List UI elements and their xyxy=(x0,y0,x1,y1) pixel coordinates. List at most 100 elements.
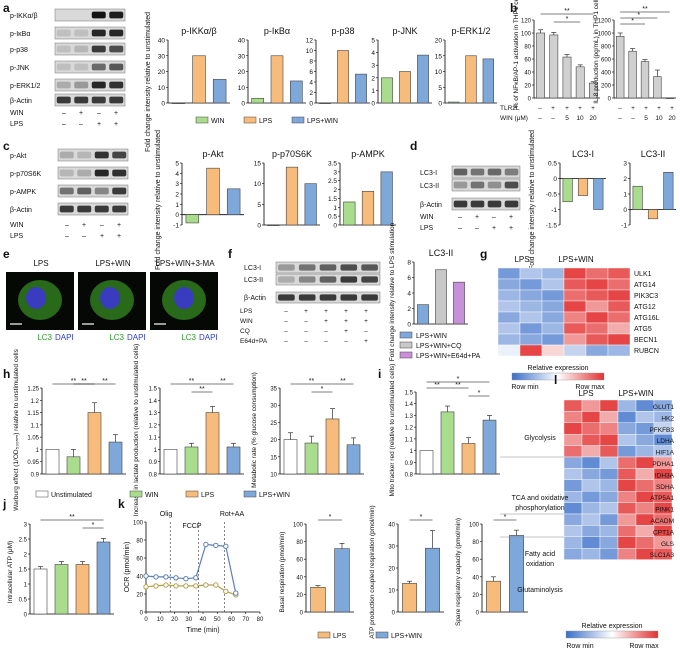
heatmap-cell xyxy=(635,411,655,423)
bar-win xyxy=(251,97,264,104)
y-tick-label: -0.5 xyxy=(546,192,558,199)
y-tick-label: 100 xyxy=(133,521,144,527)
stain-lc3: LC3 xyxy=(109,333,124,342)
treatment-sign: + xyxy=(344,318,348,325)
chart-f1: 0 2 4 6 8 LC3-II xyxy=(407,248,468,329)
bar-1 xyxy=(616,35,625,99)
stain-lc3: LC3 xyxy=(181,333,196,342)
ylabel-f: Fold change intensity relative to LPS st… xyxy=(389,222,396,361)
bar-lps xyxy=(206,167,220,215)
heatmap-legend-title: Relative expression xyxy=(527,365,588,372)
heatmap-cell xyxy=(563,300,587,313)
heatmap-cell xyxy=(635,445,655,458)
heatmap-cell xyxy=(617,399,637,412)
bar-win xyxy=(54,564,69,615)
chart-c1: -1 0 1 2 3 4 5 p-Akt xyxy=(173,149,244,230)
treatment-sign: + xyxy=(551,105,555,112)
panel-letter-f: f xyxy=(228,247,233,261)
chart-k4: 0 20 40 60 80 100 * xyxy=(469,514,528,617)
chart-i1: 0.80.911.11.21.31.41.5*** *** xyxy=(405,376,500,479)
bar-win xyxy=(381,77,393,104)
gene-label-acadm: ACADM xyxy=(651,518,674,525)
bar-lps-win xyxy=(290,80,303,104)
y-tick-label: 20 xyxy=(472,593,479,599)
blot-f-2 xyxy=(275,291,381,304)
data-point xyxy=(183,576,189,582)
heatmap-cell xyxy=(617,445,637,458)
legend-item-lps: LPS xyxy=(259,118,273,125)
chart-d2: -1 0 1 2 3 LC3-II xyxy=(621,149,676,230)
data-point xyxy=(193,575,199,581)
blot-band xyxy=(453,168,468,176)
y-tick-label: 1.4 xyxy=(405,402,414,408)
blot-band xyxy=(319,264,337,271)
treatment-sign: – xyxy=(65,222,69,229)
bar-unstimulated xyxy=(419,450,434,475)
dapi-nucleus xyxy=(100,287,120,309)
dapi-nucleus xyxy=(26,287,46,309)
gene-label-atg5: ATG5 xyxy=(634,326,652,333)
x-tick-label: 70 xyxy=(242,617,249,623)
y-tick-label: 40 xyxy=(388,523,395,529)
treatment-sign: 10 xyxy=(655,115,663,122)
blot-label-4: p-ERK1/2 xyxy=(10,83,40,90)
heatmap-cell xyxy=(635,456,655,469)
y-tick-label: 0.9 xyxy=(405,461,414,467)
series-line-lps xyxy=(145,584,236,596)
bar-lps xyxy=(461,443,476,475)
y-tick-label: 1.2 xyxy=(149,423,158,429)
heatmap-cell xyxy=(497,267,521,280)
heatmap-cell xyxy=(563,344,587,357)
treatment-sign: + xyxy=(364,338,368,345)
blot-label-5: β-Actin xyxy=(10,98,32,105)
blot-d-1 xyxy=(451,178,521,192)
category-fao-line1: Fatty acid xyxy=(525,551,555,558)
treatment-label: E64d+PA xyxy=(240,338,268,345)
heatmap-cell xyxy=(599,548,619,560)
y-tick-label: 80 xyxy=(472,540,479,546)
panel-letter-i: i xyxy=(378,367,381,381)
ylabel-i1: Mito tracker red (relative to unstimulat… xyxy=(389,364,396,497)
chart-h2: 0.8 0.9 1 1.1 1.2 1.3 1.4 1.5 ** ** ** xyxy=(149,378,244,479)
y-tick-label: 40 xyxy=(524,71,531,77)
chart-k1: 0 20 40 60 80 100 0 10 20 30 40 50 60 70 80 Time (min) O… xyxy=(124,521,264,635)
y-tick-label: 2 xyxy=(407,306,411,313)
y-tick-label: 3.5 xyxy=(328,161,337,168)
blot-band xyxy=(504,168,519,176)
y-tick-label: 2.5 xyxy=(19,538,28,544)
bar-lps-win xyxy=(212,79,227,104)
legend-swatch xyxy=(243,490,257,498)
y-tick-label: 40 xyxy=(136,575,143,581)
blot-label-2: p-p38 xyxy=(10,47,28,54)
blot-band xyxy=(361,276,378,283)
treatment-sign: + xyxy=(631,105,635,112)
significance-label: ** xyxy=(455,382,461,389)
treatment-sign: + xyxy=(114,121,118,128)
blot-band xyxy=(340,294,358,301)
blot-band xyxy=(94,187,109,195)
blot-band xyxy=(91,45,106,53)
treatment-sign: – xyxy=(284,318,288,325)
blot-background xyxy=(57,148,129,162)
y-tick-label: 6 xyxy=(309,69,313,76)
heatmap-cell xyxy=(519,311,543,324)
blot-a-0 xyxy=(54,8,126,22)
x-tick-label: 50 xyxy=(214,617,221,623)
heatmap-cell xyxy=(497,344,521,357)
y-tick-label: 20 xyxy=(524,84,531,90)
significance-label: * xyxy=(631,18,634,25)
bar-lps xyxy=(647,209,659,220)
panel-letter-g: g xyxy=(480,247,487,261)
treatment-label: LPS xyxy=(10,121,24,128)
bar-lps-win xyxy=(355,73,367,104)
x-tick-label: 20 xyxy=(171,617,178,623)
gene-label-ulk1: ULK1 xyxy=(634,271,652,278)
bar-lps xyxy=(285,166,299,226)
y-tick-label: 1 xyxy=(371,88,375,95)
blot-band xyxy=(77,169,92,177)
bar-win xyxy=(185,214,200,224)
blot-background xyxy=(54,78,126,92)
heatmap-cell xyxy=(563,513,583,526)
ylabel-c: Fold change intensity relative to unstim… xyxy=(155,130,162,270)
